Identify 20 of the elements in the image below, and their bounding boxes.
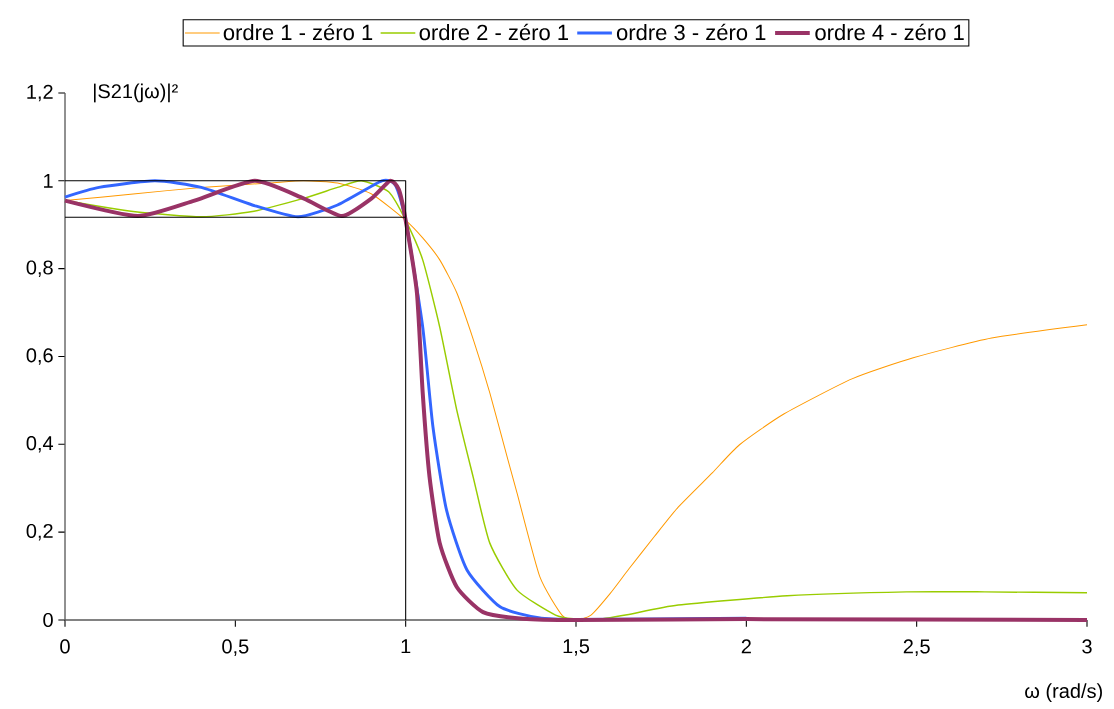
x-tick-label: 1 [401,639,411,654]
legend-label: ordre 3 - zéro 1 [616,23,766,41]
legend-label: ordre 1 - zéro 1 [223,23,373,41]
legend-label: ordre 2 - zéro 1 [419,23,568,41]
y-axis-title: |S21(jω)|² [93,83,178,103]
x-tick-label: 1,5 [563,639,590,656]
y-tick-label: 1 [44,173,53,188]
x-axis-title: ω (rad/s) [1025,683,1102,702]
x-tick-label: 3 [1082,639,1092,654]
y-tick-label: 1,2 [27,84,53,102]
x-tick-label: 0 [60,639,70,654]
y-tick-label: 0,2 [26,523,53,541]
y-tick-label: 0,6 [26,348,53,365]
y-tick-label: 0,4 [26,436,54,453]
x-tick-label: 0,5 [222,639,249,656]
y-tick-label: 0 [43,612,53,628]
x-tick-label: 2,5 [903,639,930,656]
x-tick-label: 2 [741,639,751,654]
legend-label: ordre 4 - zéro 1 [815,23,964,41]
y-tick-label: 0,8 [26,260,53,277]
